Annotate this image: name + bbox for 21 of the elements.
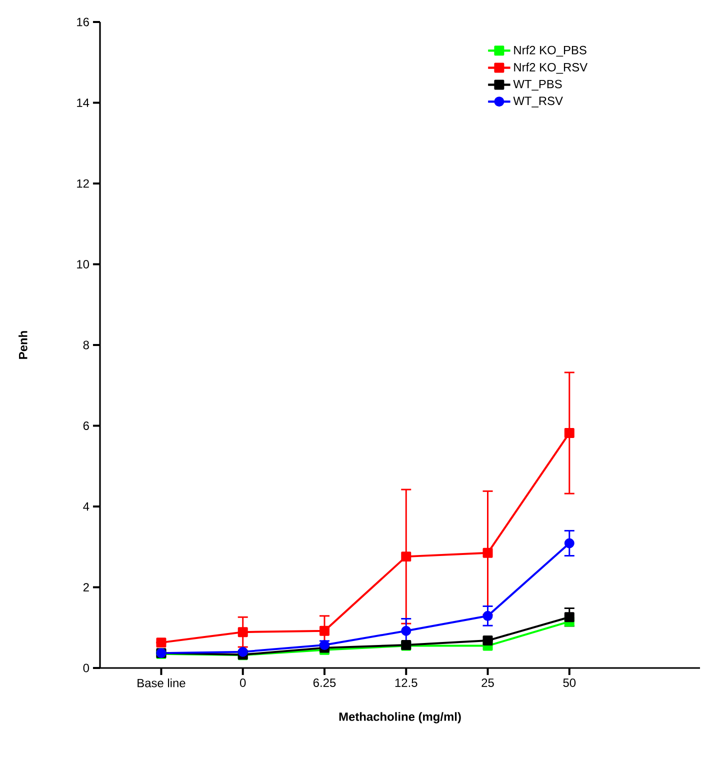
x-tick-label: 6.25	[313, 678, 336, 687]
x-tick-label: 50	[563, 678, 576, 687]
y-tick-label: 14	[77, 98, 90, 107]
y-tick-label: 6	[83, 422, 89, 430]
y-tick-label: 10	[77, 260, 90, 268]
legend-label: Nrf2 KO_PBS	[514, 46, 586, 57]
y-tick-label: 12	[77, 179, 89, 188]
y-axis-title: Penh	[18, 331, 28, 359]
y-tick-label: 8	[83, 340, 89, 350]
legend-label: WT_RSV	[513, 96, 563, 108]
x-axis-title: Methacholine (mg/ml)	[339, 712, 461, 724]
y-tick-label: 2	[83, 583, 89, 592]
legend-label: Nrf2 KO_RSV	[514, 62, 588, 74]
y-tick-label: 16	[77, 18, 89, 26]
x-tick-label: 25	[482, 678, 494, 687]
y-tick-label: 4	[83, 502, 90, 511]
x-tick-label: 0	[240, 678, 246, 687]
y-tick-label: 0	[83, 664, 90, 672]
x-tick-label: Base line	[138, 678, 186, 688]
x-tick-label: 12.5	[395, 678, 418, 687]
legend-label: WT_PBS	[513, 80, 562, 91]
